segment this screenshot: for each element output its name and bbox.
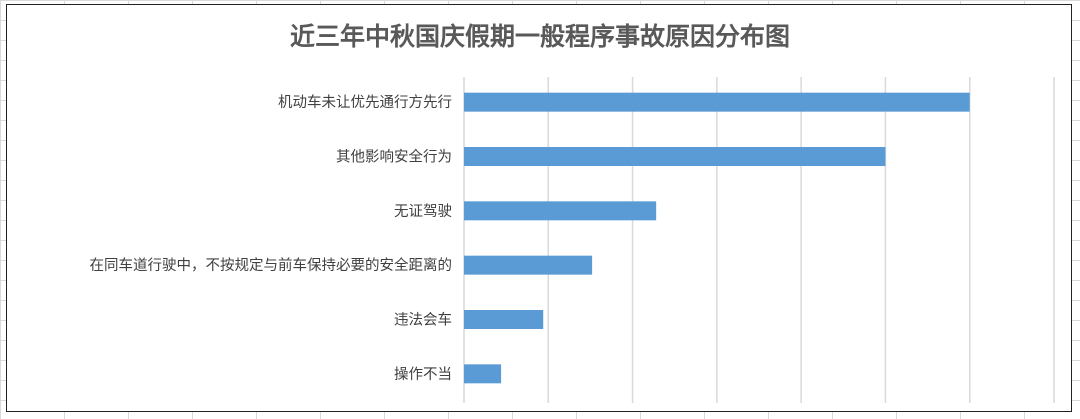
chart-frame[interactable]: 近三年中秋国庆假期一般程序事故原因分布图 机动车未让优先通行方先行其他影响安全行…	[6, 4, 1072, 412]
bar	[464, 310, 544, 329]
category-label: 违法会车	[394, 312, 452, 329]
bar	[464, 364, 502, 384]
bars	[464, 92, 970, 384]
bar-chart: 近三年中秋国庆假期一般程序事故原因分布图 机动车未让优先通行方先行其他影响安全行…	[90, 22, 1055, 403]
chart-title: 近三年中秋国庆假期一般程序事故原因分布图	[290, 22, 790, 51]
category-label: 机动车未让优先通行方先行	[278, 94, 452, 111]
category-label: 操作不当	[394, 366, 452, 383]
bar	[464, 147, 886, 166]
category-label: 无证驾驶	[394, 203, 452, 220]
category-label: 其他影响安全行为	[336, 148, 452, 166]
category-labels: 机动车未让优先通行方先行其他影响安全行为无证驾驶在同车道行驶中，不按规定与前车保…	[90, 94, 453, 383]
bar	[464, 255, 593, 275]
category-label: 在同车道行驶中，不按规定与前车保持必要的安全距离的	[90, 256, 453, 274]
bar	[464, 92, 970, 112]
gridlines	[463, 77, 1055, 403]
bar	[464, 201, 657, 221]
